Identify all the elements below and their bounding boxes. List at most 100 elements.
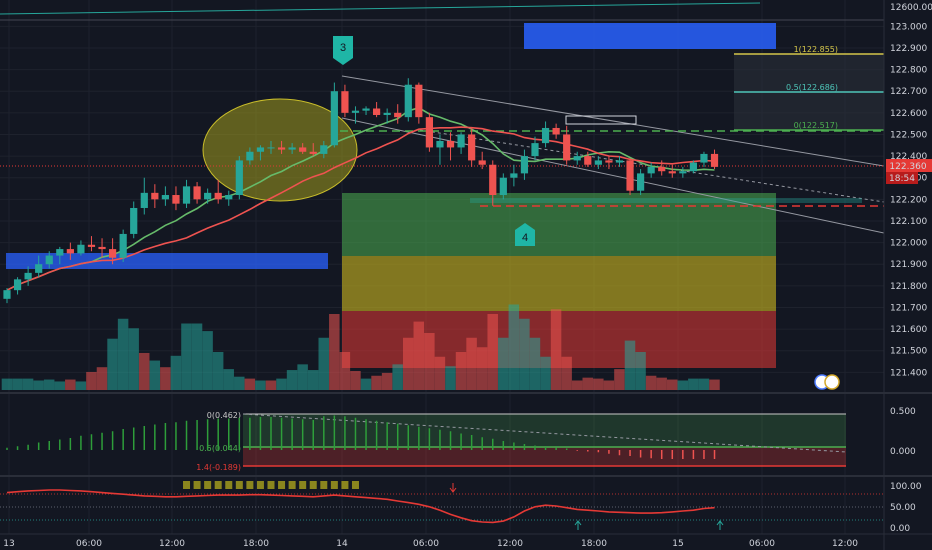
candle-body [320, 145, 328, 154]
volume-bar [476, 347, 488, 390]
candle-body [689, 162, 697, 172]
volume-bar [22, 378, 34, 390]
rsi-overbought-marker [246, 481, 254, 489]
volume-bar [455, 352, 467, 390]
oscillator-label-top: 0(0.462) [207, 411, 241, 420]
rsi-overbought-marker [278, 481, 286, 489]
target-zone-yellow[interactable] [342, 256, 776, 311]
volume-bar [265, 380, 277, 390]
price-tick-label: 122.900 [890, 44, 927, 54]
rsi-panel: 100.00 50.00 0.00 [0, 481, 922, 534]
volume-bar [202, 331, 213, 390]
volume-bar [96, 367, 108, 390]
volume-bar [593, 378, 604, 390]
candle-body [478, 160, 486, 165]
candle-body [615, 160, 624, 163]
candle-body [172, 195, 180, 204]
price-tick-label: 121.500 [890, 347, 927, 357]
price-tick-label: 122.500 [890, 130, 927, 140]
price-tick-label: 122.700 [890, 87, 927, 97]
candle-body [563, 134, 571, 161]
candle-body [436, 140, 444, 148]
candle-body [552, 127, 560, 135]
time-tick-label: 18:00 [581, 539, 607, 549]
candle-body [594, 160, 602, 165]
price-tick-label: 122.800 [890, 66, 927, 76]
blue-range-box-top[interactable] [524, 23, 776, 49]
candle-body [373, 108, 381, 115]
blue-range-box-left[interactable] [6, 253, 328, 269]
volume-bar [540, 356, 551, 390]
rsi-overbought-marker [288, 481, 296, 489]
candle-body [330, 91, 338, 146]
candlesticks [3, 78, 719, 304]
wave-marker-a-label: 3 [340, 42, 346, 54]
small-zone-band [470, 198, 862, 203]
candle-body [24, 272, 32, 280]
volume-bar [487, 314, 498, 390]
wave-marker-a[interactable] [333, 36, 353, 65]
volume-bar [149, 360, 161, 390]
volume-bar [498, 337, 509, 390]
oscillator-zone-green [243, 414, 846, 447]
volume-bar [107, 338, 118, 390]
candle-body [288, 147, 296, 150]
oscillator-panel: 0(0.462) 0.5(0.044) 1.4(-0.189) 0.500 0.0… [6, 407, 916, 472]
candle-body [66, 249, 74, 254]
candle-body [256, 147, 265, 152]
rsi-overbought-marker [235, 481, 243, 489]
volume-bar [635, 352, 646, 390]
candle-body [383, 112, 391, 115]
rsi-overbought-marker [267, 481, 275, 489]
alert-icon[interactable] [824, 374, 840, 390]
volume-bar [160, 367, 171, 390]
time-tick-label: 13 [3, 539, 14, 549]
price-tick-label: 122.200 [890, 195, 927, 205]
price-tick-label: 121.800 [890, 282, 927, 292]
volume-bar [75, 381, 87, 390]
price-tick-label: 122.100 [890, 217, 927, 227]
volume-bar [128, 328, 139, 390]
candle-body [225, 195, 233, 200]
volume-bar [519, 318, 530, 390]
volume-bar [582, 377, 593, 390]
small-rectangle[interactable] [565, 115, 637, 125]
price-tick-label: 123.000 [890, 22, 927, 32]
volume-bar [571, 380, 583, 390]
candle-body [299, 147, 307, 152]
volume-bar [624, 340, 636, 390]
volume-bar [43, 379, 55, 390]
volume-bar [307, 370, 319, 390]
channel-upper-line[interactable] [341, 75, 884, 167]
volume-bar [466, 337, 477, 390]
price-tick-label: 121.400 [890, 368, 927, 378]
target-zone-green[interactable] [342, 193, 776, 256]
wave-marker-b[interactable] [515, 223, 535, 246]
candle-body [510, 173, 518, 178]
candle-body [119, 233, 127, 258]
volume-bar [244, 378, 256, 390]
volume-bar [234, 376, 245, 390]
rsi-overbought-marker [299, 481, 307, 489]
alert-icons [814, 374, 840, 390]
volume-bar [445, 366, 456, 390]
countdown-badge [886, 172, 918, 184]
top-trend-line [0, 2, 761, 15]
rsi-tick-label: 50.00 [890, 503, 916, 513]
current-price-badge [886, 159, 932, 172]
price-tick-label: 122.600 [890, 109, 927, 119]
rsi-overbought-marker [183, 481, 191, 489]
volume-bar [614, 369, 625, 390]
candle-body [87, 244, 96, 247]
candle-body [56, 249, 64, 256]
candle-body [489, 164, 497, 196]
candle-body [13, 279, 22, 291]
volume-bar [276, 378, 287, 390]
rsi-overbought-marker [204, 481, 212, 489]
volume-bar [434, 356, 446, 390]
candle-body [235, 160, 243, 196]
oscillator-trend-line [242, 413, 847, 453]
volume-bar [550, 309, 562, 390]
volume-bar [33, 380, 44, 390]
